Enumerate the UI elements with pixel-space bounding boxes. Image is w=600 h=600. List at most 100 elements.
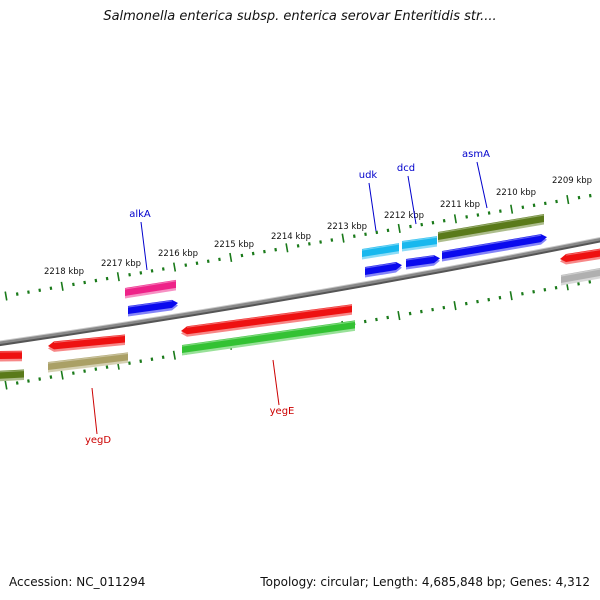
scale-tick-label: 2217 kbp xyxy=(101,259,141,269)
scale-major-tick xyxy=(566,194,570,205)
cds-feature[interactable] xyxy=(560,248,600,265)
scale-minor-tick xyxy=(577,195,581,200)
cds-feature[interactable] xyxy=(0,369,25,382)
scale-major-tick xyxy=(509,291,513,301)
scale-tick-label: 2209 kbp xyxy=(552,176,592,186)
cds-feature[interactable] xyxy=(124,279,177,299)
scale-minor-tick xyxy=(352,234,356,238)
feature-body xyxy=(48,334,125,350)
feature-body xyxy=(48,352,128,370)
scale-minor-tick xyxy=(431,220,435,225)
feature-body xyxy=(442,234,547,259)
gene-label-asma[interactable]: asmA xyxy=(462,149,490,160)
scale-minor-tick xyxy=(38,377,42,381)
scale-major-tick xyxy=(341,233,345,243)
scale-ruler-outer xyxy=(4,193,592,301)
scale-minor-tick xyxy=(442,305,446,310)
scale-tick-label: 2210 kbp xyxy=(496,188,536,198)
cds-feature[interactable] xyxy=(48,334,126,352)
scale-major-tick xyxy=(4,380,8,390)
cds-feature[interactable] xyxy=(441,234,547,262)
scale-minor-tick xyxy=(308,242,311,246)
scale-minor-tick xyxy=(499,209,502,213)
scale-minor-tick xyxy=(532,203,536,208)
scale-minor-tick xyxy=(386,315,390,320)
feature-body xyxy=(362,243,399,257)
scale-minor-tick xyxy=(150,357,154,361)
gene-leader-line xyxy=(368,182,377,232)
gene-label-yegd[interactable]: yegD xyxy=(85,435,111,446)
gene-label-yege[interactable]: yegE xyxy=(270,406,295,417)
scale-minor-tick xyxy=(465,215,469,219)
scale-minor-tick xyxy=(150,269,154,273)
scale-minor-tick xyxy=(487,297,491,302)
scale-minor-tick xyxy=(375,230,379,235)
gene-leader-line xyxy=(407,175,417,225)
gene-label-udk[interactable]: udk xyxy=(359,170,378,181)
scale-minor-tick xyxy=(375,317,378,322)
scale-minor-tick xyxy=(94,278,98,283)
scale-minor-tick xyxy=(218,257,221,262)
cds-feature[interactable] xyxy=(361,243,400,260)
cds-feature[interactable] xyxy=(560,267,600,286)
scale-minor-tick xyxy=(105,365,109,369)
scale-minor-tick xyxy=(476,299,479,304)
cds-feature[interactable] xyxy=(401,236,438,252)
feature-body xyxy=(560,248,600,263)
gene-leader-line xyxy=(140,221,148,271)
scale-minor-tick xyxy=(521,291,524,296)
scale-minor-tick xyxy=(363,319,367,324)
scale-minor-tick xyxy=(161,267,165,271)
feature-highlight xyxy=(181,320,356,347)
scale-minor-tick xyxy=(431,307,434,312)
scale-minor-tick xyxy=(577,282,580,286)
scale-major-tick xyxy=(397,310,401,321)
scale-major-tick xyxy=(510,204,514,214)
scale-minor-tick xyxy=(319,240,322,244)
cds-feature[interactable] xyxy=(181,304,353,337)
scale-minor-tick xyxy=(27,290,30,294)
scale-minor-tick xyxy=(184,263,188,267)
scale-tick-label: 2212 kbp xyxy=(384,211,424,221)
feature-body xyxy=(406,255,440,267)
feature-body xyxy=(402,236,437,249)
cds-feature[interactable] xyxy=(405,255,440,270)
cds-feature[interactable] xyxy=(47,352,129,373)
scale-minor-tick xyxy=(94,367,98,371)
genome-stats-text: Topology: circular; Length: 4,685,848 bp… xyxy=(260,575,590,589)
scale-minor-tick xyxy=(476,213,480,217)
cds-feature[interactable] xyxy=(437,213,545,243)
scale-minor-tick xyxy=(419,309,423,314)
scale-minor-tick xyxy=(105,276,109,281)
scale-major-tick xyxy=(172,350,176,360)
cds-feature[interactable] xyxy=(0,350,23,362)
gene-label-dcd[interactable]: dcd xyxy=(397,163,415,174)
scale-minor-tick xyxy=(83,280,87,285)
cds-feature[interactable] xyxy=(127,299,178,317)
scale-minor-tick xyxy=(83,369,86,373)
cds-feature[interactable] xyxy=(181,320,356,356)
scale-minor-tick xyxy=(49,286,53,291)
scale-tick-label: 2211 kbp xyxy=(440,200,480,210)
feature-body xyxy=(0,350,22,359)
scale-major-tick xyxy=(60,281,64,291)
scale-minor-tick xyxy=(543,201,547,206)
genome-backbone-highlight xyxy=(0,236,600,342)
gene-label-alka[interactable]: alkA xyxy=(129,209,151,220)
feature-highlight xyxy=(405,255,435,261)
scale-minor-tick xyxy=(408,311,412,316)
scale-major-tick xyxy=(397,223,401,234)
scale-minor-tick xyxy=(296,244,300,248)
scale-minor-tick xyxy=(588,193,592,198)
scale-minor-tick xyxy=(27,379,30,383)
scale-minor-tick xyxy=(195,261,199,265)
feature-highlight xyxy=(401,236,438,243)
scale-minor-tick xyxy=(15,292,19,296)
scale-minor-tick xyxy=(588,280,592,284)
scale-major-tick xyxy=(229,252,233,262)
accession-text: Accession: NC_011294 xyxy=(9,575,146,589)
cds-feature[interactable] xyxy=(364,262,402,278)
scale-minor-tick xyxy=(420,222,424,227)
